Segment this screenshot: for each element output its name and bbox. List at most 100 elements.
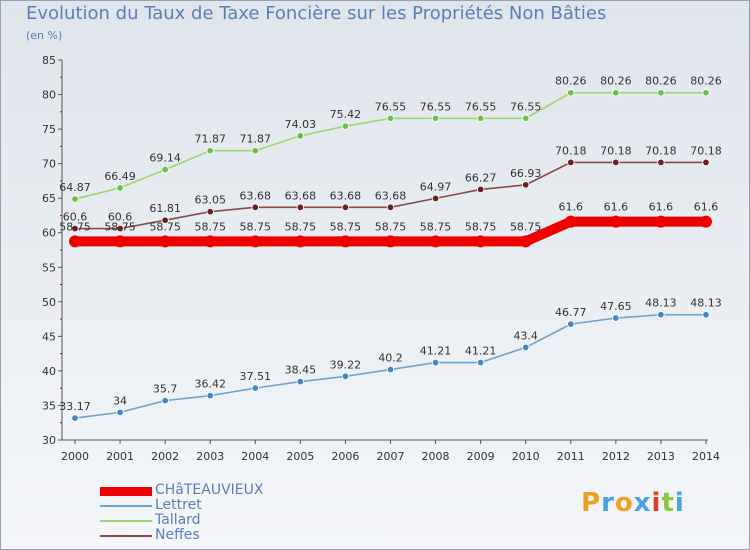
- x-tick-label: 2002: [151, 450, 179, 463]
- data-point: [431, 358, 440, 367]
- data-point: [702, 89, 710, 97]
- data-label: 71.87: [240, 133, 272, 146]
- x-tick-label: 2012: [602, 450, 630, 463]
- data-point: [567, 89, 575, 97]
- data-label: 60.6: [63, 211, 88, 224]
- data-point: [296, 132, 305, 140]
- data-point: [296, 203, 305, 212]
- data-point: [612, 314, 620, 322]
- unit-label: (en %): [26, 29, 63, 42]
- data-point: [476, 185, 485, 194]
- data-point: [204, 235, 217, 248]
- data-label: 37.51: [240, 370, 272, 383]
- data-label: 58.75: [465, 220, 497, 233]
- data-label: 66.49: [104, 170, 136, 183]
- data-point: [522, 181, 530, 189]
- legend-label: Lettret: [155, 497, 202, 513]
- data-label: 75.42: [330, 108, 362, 121]
- data-point: [654, 215, 667, 228]
- data-point: [206, 391, 214, 400]
- y-tick-label: 35: [42, 399, 56, 412]
- data-point: [69, 235, 81, 248]
- legend-label: Neffes: [155, 527, 200, 543]
- data-label: 61.81: [149, 202, 181, 215]
- data-label: 69.14: [149, 152, 181, 165]
- data-label: 63.68: [240, 189, 272, 202]
- logo-letter: P: [581, 488, 602, 518]
- data-point: [657, 89, 665, 97]
- data-label: 58.75: [285, 220, 317, 233]
- data-label: 64.97: [420, 180, 452, 193]
- logo-letter: x: [633, 488, 652, 518]
- data-point: [116, 224, 124, 233]
- data-label: 58.75: [149, 220, 181, 233]
- x-tick-label: 2010: [512, 450, 540, 463]
- data-label: 70.18: [555, 144, 587, 157]
- data-point: [612, 89, 620, 97]
- x-tick-label: 2013: [647, 450, 675, 463]
- data-label: 38.45: [285, 364, 317, 377]
- data-label: 58.75: [104, 220, 136, 233]
- data-label: 76.55: [375, 100, 407, 113]
- legend-label: Tallard: [155, 512, 201, 528]
- data-label: 35.7: [153, 383, 178, 396]
- data-point: [657, 311, 665, 319]
- data-point: [476, 114, 485, 123]
- y-tick-label: 75: [42, 123, 56, 136]
- data-label: 61.6: [649, 201, 674, 214]
- logo-letter: i: [651, 488, 662, 518]
- data-point: [71, 414, 79, 422]
- data-label: 43.4: [513, 329, 538, 342]
- x-tick-label: 2009: [467, 450, 495, 463]
- data-point: [206, 147, 214, 155]
- x-tick-label: 2005: [286, 450, 314, 463]
- data-point: [474, 235, 487, 248]
- data-point: [702, 158, 710, 167]
- data-point: [294, 235, 307, 248]
- x-tick-label: 2003: [196, 450, 224, 463]
- data-point: [386, 365, 395, 374]
- x-tick-label: 2007: [376, 450, 404, 463]
- data-label: 61.6: [559, 201, 584, 214]
- data-point: [431, 114, 440, 123]
- x-tick-label: 2006: [331, 450, 359, 463]
- data-label: 63.68: [285, 189, 317, 202]
- data-point: [476, 358, 485, 367]
- data-label: 58.75: [420, 220, 452, 233]
- data-point: [564, 215, 577, 228]
- y-tick-label: 55: [42, 261, 56, 274]
- data-label: 60.6: [108, 211, 133, 224]
- data-label: 36.42: [194, 378, 226, 391]
- data-point: [339, 235, 352, 248]
- y-tick-label: 85: [42, 54, 56, 67]
- data-label: 41.21: [465, 345, 497, 358]
- data-point: [341, 122, 350, 130]
- logo-letter: i: [674, 488, 685, 518]
- y-tick-label: 60: [42, 227, 56, 240]
- legend-swatch: [100, 520, 152, 522]
- data-point: [251, 147, 259, 155]
- data-label: 58.75: [194, 220, 226, 233]
- data-point: [159, 235, 172, 248]
- data-label: 46.77: [555, 306, 587, 319]
- data-label: 74.03: [285, 118, 317, 131]
- logo-letter: o: [614, 488, 634, 518]
- data-label: 76.55: [510, 100, 542, 113]
- data-point: [296, 377, 305, 386]
- data-point: [386, 114, 395, 123]
- x-tick-label: 2014: [692, 450, 720, 463]
- data-label: 48.13: [690, 297, 722, 310]
- data-label: 58.75: [240, 220, 272, 233]
- proxiti-logo: Proxiti: [581, 488, 685, 518]
- x-tick-label: 2008: [422, 450, 450, 463]
- data-label: 63.68: [375, 189, 407, 202]
- data-point: [161, 396, 169, 405]
- y-tick-label: 65: [42, 192, 56, 205]
- data-label: 58.75: [510, 220, 542, 233]
- data-label: 47.65: [600, 300, 632, 313]
- data-label: 40.2: [378, 352, 403, 365]
- data-point: [609, 215, 622, 228]
- data-label: 66.93: [510, 167, 542, 180]
- logo-letter: t: [661, 488, 675, 518]
